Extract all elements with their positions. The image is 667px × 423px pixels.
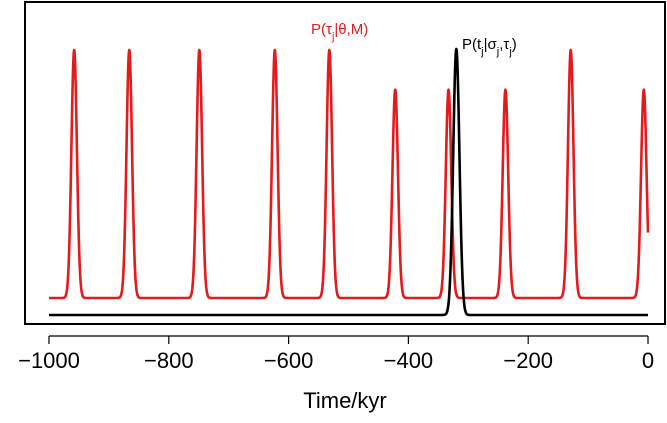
- x-axis: −1000 −800 −600 −400 −200 0: [18, 335, 654, 373]
- curve-label-black: P(tj|σj,τj): [462, 36, 517, 58]
- red-label-sub: j: [331, 31, 334, 43]
- series-line-black: [48, 47, 649, 317]
- x-tick-label: −800: [144, 348, 194, 373]
- series-line-red: [48, 48, 650, 300]
- black-label-p4: ): [512, 36, 517, 53]
- x-tick-label: −400: [384, 348, 434, 373]
- black-label-p3: ,τ: [499, 36, 509, 53]
- x-tick-label: −200: [503, 348, 553, 373]
- black-label-p1: P(t: [462, 36, 482, 53]
- x-tick-label: 0: [642, 348, 654, 373]
- red-label-main: P(τ: [311, 21, 332, 38]
- plot-frame: [24, 1, 666, 325]
- x-tick-label: −600: [264, 348, 314, 373]
- red-label-tail: |θ,M): [334, 21, 368, 38]
- black-label-p2: |σ: [484, 36, 498, 53]
- black-label-s2: j: [496, 46, 499, 58]
- black-label-s3: j: [508, 46, 511, 58]
- series-group: [48, 47, 650, 317]
- x-axis-title: Time/kyr: [303, 388, 387, 413]
- curve-label-red: P(τj|θ,M): [311, 21, 368, 43]
- x-tick-label: −1000: [18, 348, 80, 373]
- black-label-s1: j: [480, 46, 483, 58]
